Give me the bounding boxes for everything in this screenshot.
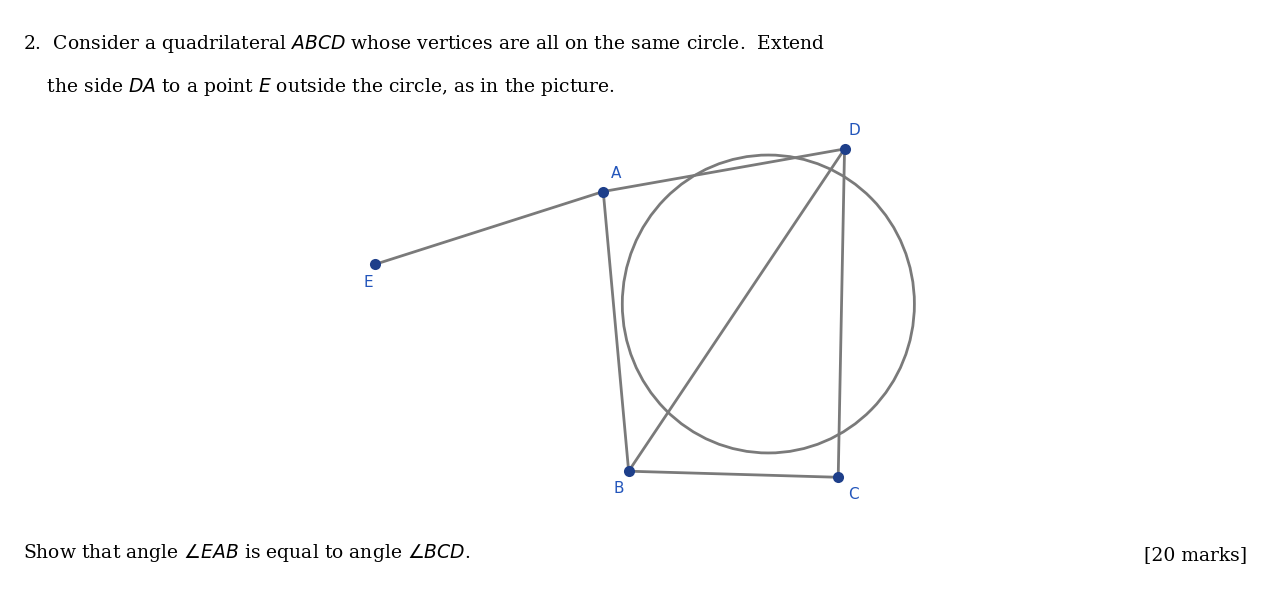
Text: C: C — [848, 487, 859, 502]
Text: D: D — [848, 123, 861, 138]
Text: the side $\mathit{DA}$ to a point $\mathit{E}$ outside the circle, as in the pic: the side $\mathit{DA}$ to a point $\math… — [23, 76, 615, 98]
Text: B: B — [613, 481, 624, 496]
Text: E: E — [363, 275, 373, 290]
Text: A: A — [611, 166, 621, 181]
Text: Show that angle $\angle EAB$ is equal to angle $\angle BCD$.: Show that angle $\angle EAB$ is equal to… — [23, 542, 470, 564]
Text: [20 marks]: [20 marks] — [1144, 546, 1247, 564]
Text: 2.  Consider a quadrilateral $\mathit{ABCD}$ whose vertices are all on the same : 2. Consider a quadrilateral $\mathit{ABC… — [23, 33, 826, 55]
